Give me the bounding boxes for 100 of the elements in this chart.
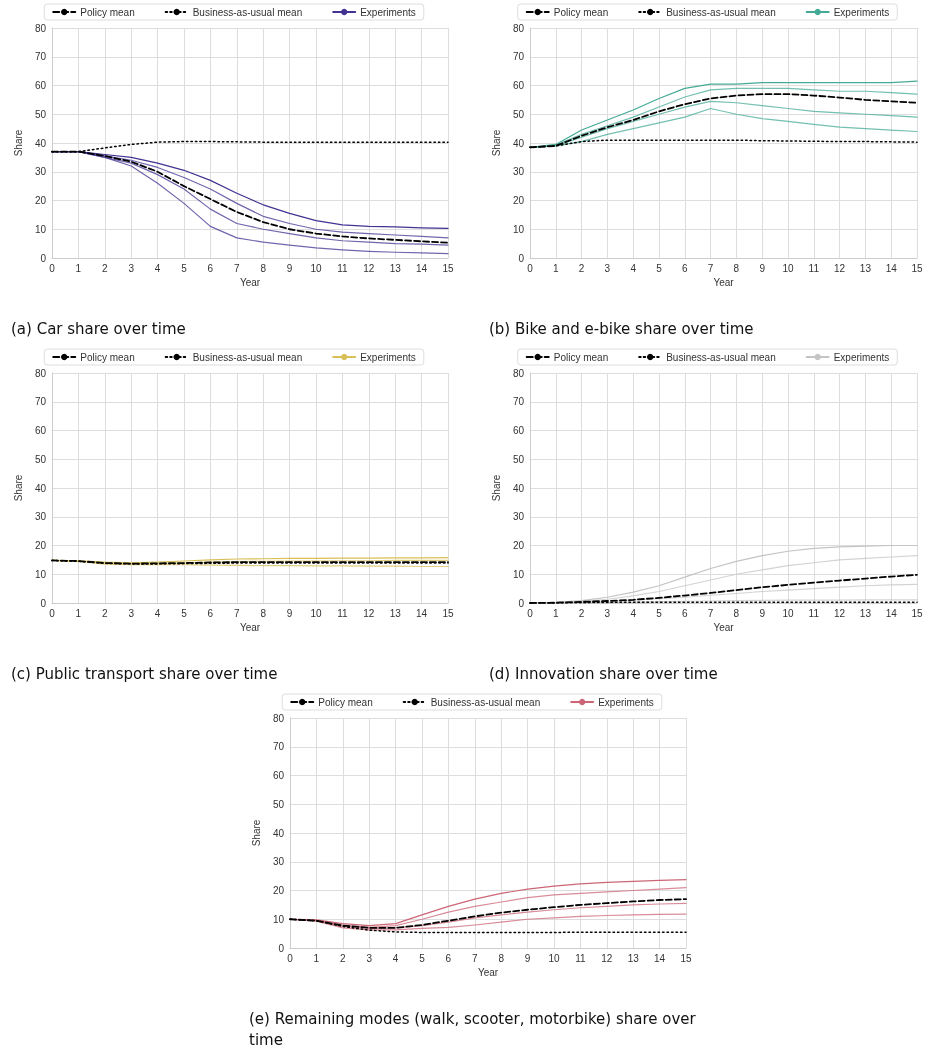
x-tick-label: 1 <box>313 952 320 964</box>
x-tick-label: 3 <box>366 952 373 964</box>
y-axis-title: Share <box>13 129 25 157</box>
y-tick-label: 20 <box>512 540 525 551</box>
x-tick-label: 15 <box>442 607 454 619</box>
x-tick-label: 13 <box>389 262 402 274</box>
legend-label: Experiments <box>360 6 416 18</box>
y-tick-label: 0 <box>278 942 285 954</box>
legend-label: Experiments <box>833 351 890 363</box>
x-tick-label: 9 <box>759 262 766 274</box>
x-tick-label: 14 <box>885 262 898 274</box>
y-tick-label: 80 <box>34 367 47 379</box>
legend-label: Experiments <box>598 696 654 708</box>
y-tick-label: 30 <box>34 166 47 178</box>
x-tick-label: 6 <box>207 262 214 274</box>
x-tick-label: 5 <box>656 262 663 274</box>
x-tick-label: 11 <box>808 607 820 619</box>
x-tick-label: 7 <box>472 952 479 964</box>
y-tick-label: 80 <box>272 712 285 724</box>
x-tick-label: 11 <box>808 262 820 274</box>
y-tick-label: 70 <box>34 396 47 408</box>
y-tick-label: 60 <box>512 80 525 91</box>
x-tick-label: 4 <box>392 952 399 964</box>
x-tick-label: 14 <box>416 262 428 274</box>
x-tick-label: 2 <box>102 262 109 274</box>
text: (b) Bike and e-bike share over time <box>489 319 754 338</box>
x-tick-label: 13 <box>859 262 872 274</box>
x-tick-label: 14 <box>416 607 428 619</box>
y-tick-label: 70 <box>512 51 525 63</box>
x-tick-label: 15 <box>911 262 923 274</box>
x-axis-title: Year <box>477 967 499 979</box>
y-tick-label: 80 <box>512 22 525 34</box>
x-tick-label: 12 <box>363 262 375 274</box>
y-tick-label: 80 <box>34 22 47 34</box>
x-tick-label: 9 <box>524 952 531 964</box>
y-tick-label: 70 <box>34 51 47 63</box>
y-tick-label: 0 <box>518 597 525 609</box>
x-tick-label: 10 <box>548 952 560 964</box>
x-tick-label: 9 <box>759 607 766 619</box>
y-tick-label: 20 <box>34 195 47 206</box>
y-tick-label: 10 <box>272 913 285 925</box>
y-tick-label: 30 <box>34 511 47 523</box>
x-tick-label: 6 <box>682 262 689 274</box>
x-tick-label: 13 <box>627 952 640 964</box>
x-tick-label: 15 <box>911 607 923 619</box>
x-tick-label: 5 <box>181 262 188 274</box>
x-tick-label: 4 <box>154 607 161 619</box>
y-tick-label: 20 <box>272 885 285 896</box>
text: (a) Car share over time <box>11 319 186 338</box>
text: (d) Innovation share over time <box>489 664 718 683</box>
y-tick-label: 70 <box>272 741 285 753</box>
text: (c) Public transport share over time <box>11 664 278 683</box>
legend-label: Policy mean <box>80 351 135 363</box>
x-tick-label: 3 <box>128 607 135 619</box>
x-tick-label: 6 <box>207 607 214 619</box>
x-tick-label: 10 <box>782 607 794 619</box>
y-tick-label: 0 <box>40 252 47 264</box>
y-tick-label: 50 <box>272 798 285 810</box>
x-tick-label: 8 <box>498 952 505 964</box>
x-tick-label: 4 <box>630 262 637 274</box>
x-tick-label: 11 <box>337 262 349 274</box>
text: (e) Remaining modes (walk, scooter, motorbike) share over time <box>249 1009 701 1048</box>
x-tick-label: 3 <box>604 262 611 274</box>
x-tick-label: 8 <box>260 607 267 619</box>
y-tick-label: 50 <box>512 108 525 120</box>
x-tick-label: 14 <box>654 952 666 964</box>
x-tick-label: 10 <box>310 262 322 274</box>
x-tick-label: 0 <box>527 607 534 619</box>
x-tick-label: 11 <box>575 952 587 964</box>
x-axis-title: Year <box>239 622 261 634</box>
x-tick-label: 10 <box>782 262 794 274</box>
x-tick-label: 1 <box>75 262 82 274</box>
legend-label: Experiments <box>360 351 416 363</box>
x-tick-label: 0 <box>287 952 294 964</box>
y-tick-label: 60 <box>34 80 47 91</box>
y-tick-label: 70 <box>512 396 525 408</box>
x-tick-label: 15 <box>442 262 454 274</box>
x-tick-label: 4 <box>154 262 161 274</box>
x-tick-label: 2 <box>578 607 585 619</box>
legend-label: Policy mean <box>553 6 609 18</box>
legend-label: Policy mean <box>318 696 373 708</box>
y-tick-label: 60 <box>272 770 285 781</box>
legend-label: Policy mean <box>80 6 135 18</box>
y-tick-label: 40 <box>272 827 285 839</box>
y-tick-label: 50 <box>34 453 47 465</box>
y-axis-title: Share <box>251 819 263 847</box>
y-tick-label: 40 <box>512 137 525 149</box>
x-tick-label: 13 <box>389 607 402 619</box>
x-tick-label: 6 <box>445 952 452 964</box>
x-tick-label: 14 <box>885 607 898 619</box>
x-tick-label: 4 <box>630 607 637 619</box>
x-tick-label: 6 <box>682 607 689 619</box>
legend-label: Business-as-usual mean <box>666 6 776 18</box>
legend-label: Business-as-usual mean <box>430 696 541 708</box>
x-tick-label: 2 <box>578 262 585 274</box>
y-tick-label: 0 <box>40 597 47 609</box>
x-tick-label: 12 <box>601 952 613 964</box>
y-tick-label: 30 <box>512 511 525 523</box>
x-tick-label: 7 <box>234 607 241 619</box>
x-tick-label: 12 <box>834 607 846 619</box>
